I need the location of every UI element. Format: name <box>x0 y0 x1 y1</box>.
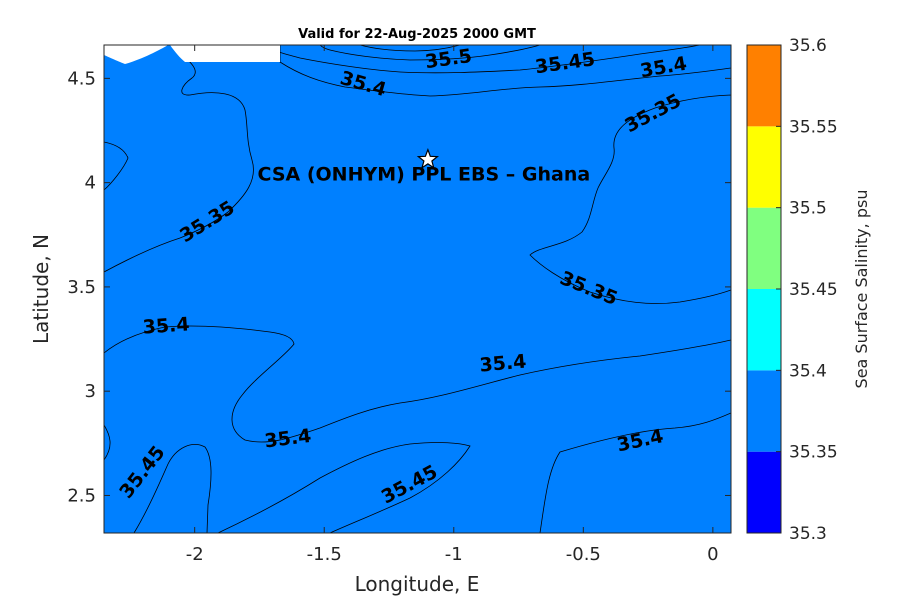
colorbar-tick-label: 35.45 <box>789 280 838 300</box>
band-left-35.3-35.35 <box>104 45 254 273</box>
contour-label: 35.4 <box>142 313 190 338</box>
colorbar-tick-label: 35.6 <box>789 36 827 56</box>
band-top-35.5-35.55 <box>319 45 541 61</box>
site-star-icon <box>416 147 440 170</box>
plot-frame <box>103 44 732 534</box>
annotations: CSA (ONHYM) PPL EBS – Ghana <box>258 147 591 186</box>
band-bottom-center-35.45-35.5 <box>217 442 471 533</box>
colorbar-tick-label: 35.55 <box>789 117 838 137</box>
y-tick-label: 4 <box>85 173 96 194</box>
y-tick-label: 2.5 <box>67 485 96 506</box>
colorbar-swatch <box>747 207 781 289</box>
colorbar-tick-label: 35.4 <box>789 361 827 381</box>
y-axis: 2.5 3 3.5 4 4.5 <box>67 68 731 506</box>
x-tick-label: -1.5 <box>307 544 342 565</box>
x-tick-label: 0 <box>707 544 718 565</box>
band-bottom-right-35.35-35.4 <box>539 412 731 533</box>
y-axis-label: Latitude, N <box>29 234 53 344</box>
colorbar: 35.3 35.35 35.4 35.45 35.5 35.55 35.6 <box>746 36 838 544</box>
site-label: CSA (ONHYM) PPL EBS – Ghana <box>258 164 591 186</box>
band-right-35.3-35.35 <box>529 94 731 304</box>
band-bottom-35.4-35.45 <box>104 325 731 533</box>
x-tick-label: -2 <box>186 544 204 565</box>
nodata-region <box>104 45 280 64</box>
colorbar-swatch <box>747 126 781 208</box>
band-top-35.4-35.45 <box>279 45 731 97</box>
band-top-35.55-35.6 <box>359 45 461 52</box>
colorbar-tick-label: 35.35 <box>789 443 838 463</box>
x-tick-label: -0.5 <box>566 544 601 565</box>
colorbar-tick-label: 35.5 <box>789 199 827 219</box>
plot-area <box>104 45 731 533</box>
colorbar-swatch <box>747 451 781 533</box>
colorbar-swatch <box>747 45 781 127</box>
x-axis: -2 -1.5 -1 -0.5 0 <box>186 45 719 565</box>
colorbar-swatch <box>747 289 781 371</box>
contour-label: 35.4 <box>479 351 528 377</box>
band-inner-35.35 <box>104 141 129 191</box>
band-bottom-left-35.45-35.5 <box>133 444 212 533</box>
band-35.35-35.4 <box>104 45 731 533</box>
x-axis-label: Longitude, E <box>355 572 480 596</box>
y-tick-label: 3.5 <box>67 277 96 298</box>
colorbar-tick-label: 35.3 <box>789 524 827 544</box>
y-tick-label: 4.5 <box>67 68 96 89</box>
colorbar-label: Sea Surface Salinity, psu <box>852 190 871 389</box>
colorbar-swatch <box>747 370 781 452</box>
band-top-35.45-35.5 <box>259 45 701 74</box>
y-tick-label: 3 <box>85 381 96 402</box>
chart-title: Valid for 22-Aug-2025 2000 GMT <box>298 27 536 42</box>
x-tick-label: -1 <box>445 544 463 565</box>
